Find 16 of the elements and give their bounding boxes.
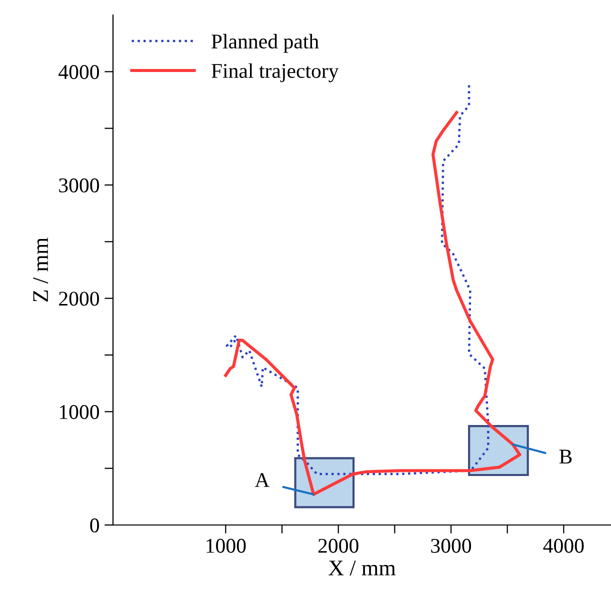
annotation: A [254,473,270,487]
x-tick-label: 1000 [206,538,246,553]
x-tick-label: 2000 [318,538,358,553]
legend-label: Final trajectory [212,63,339,82]
y-tick-label: 0 [90,518,100,532]
y-tick-label: 1000 [60,405,100,420]
legend-label: Planned path [212,34,319,53]
y-tick-label: 3000 [59,178,100,192]
y-axis-title: Z / mm [33,238,48,302]
x-tick-label: 4000 [543,538,584,553]
x-tick-label: 3000 [431,538,472,553]
y-tick-label: 2000 [59,292,100,306]
annotation: B [559,450,572,464]
x-axis-title: X / mm [328,560,396,576]
y-tick-label: 4000 [58,65,100,80]
line-series [224,110,522,496]
